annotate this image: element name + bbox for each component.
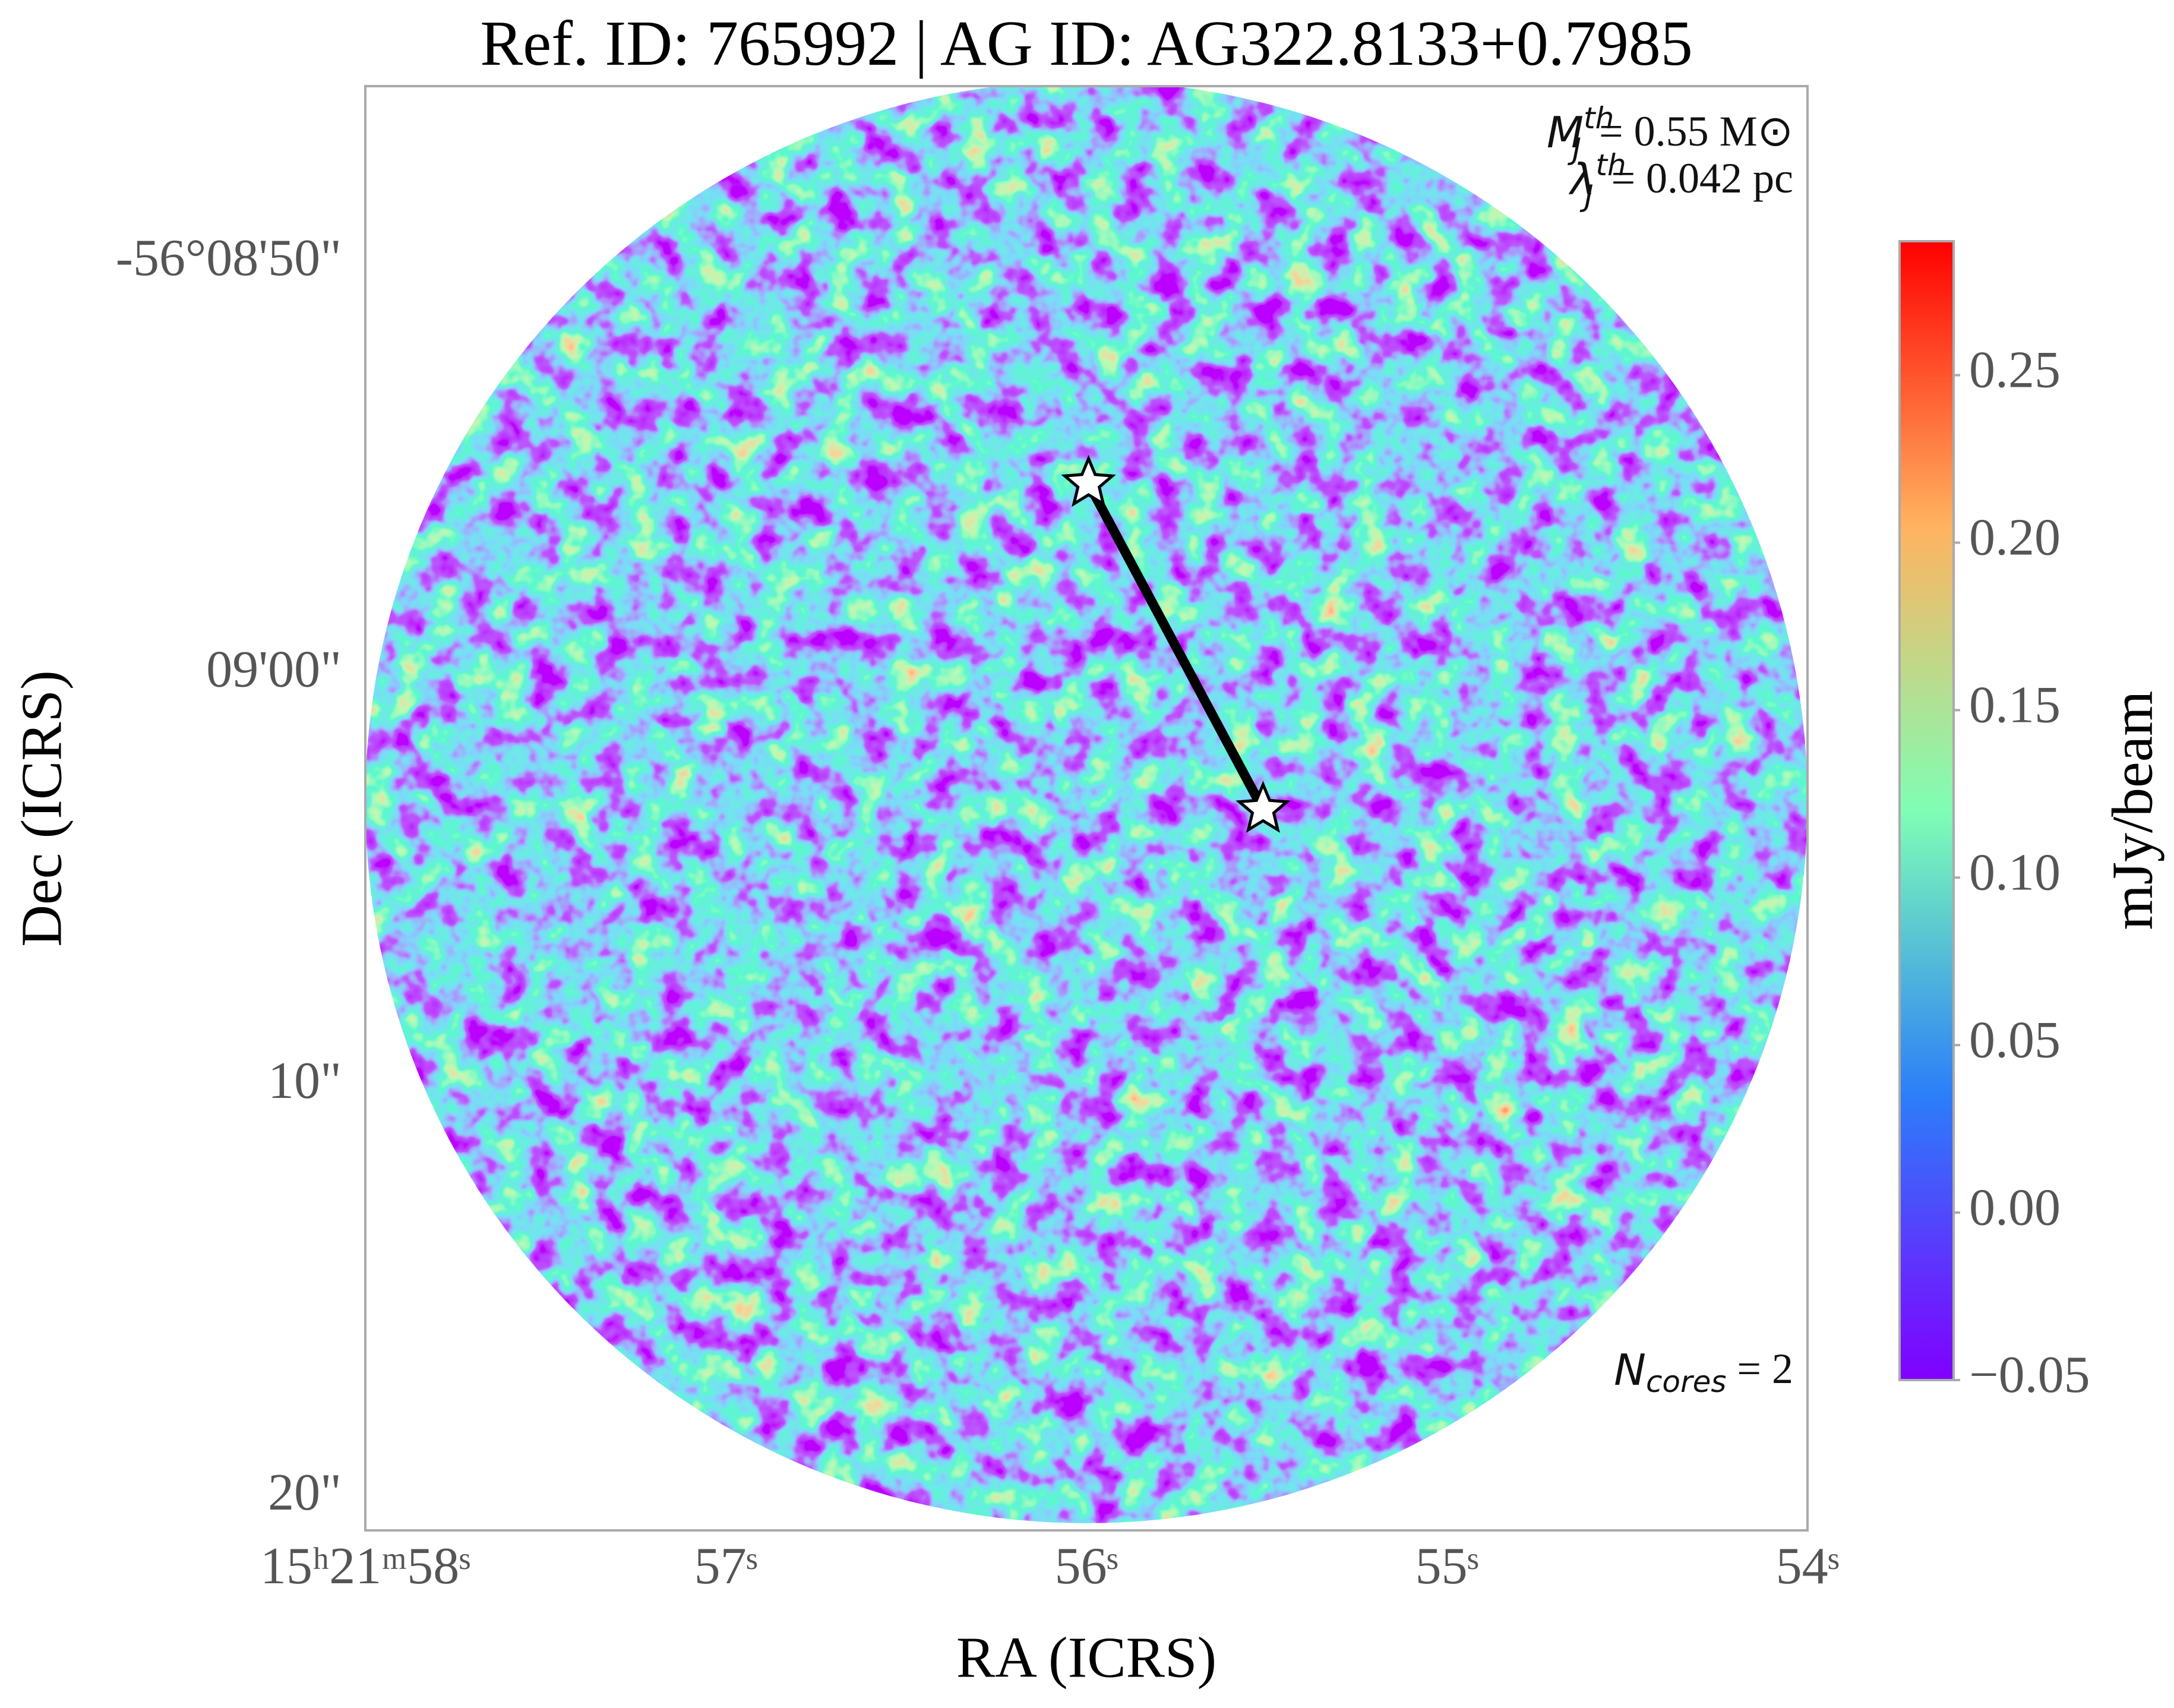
map (365, 86, 1808, 1523)
annotation-text: = 0.042 pc (1611, 154, 1793, 202)
x-tick-label: 55ˢ (1415, 1537, 1479, 1595)
emission-map (365, 86, 1808, 1523)
core-marker (1061, 454, 1116, 507)
colorbar-tick-label: 0.10 (1969, 844, 2061, 901)
annotation: Mth J = 0.55 M⊙ (1547, 101, 1793, 166)
annotation-sup: th (1584, 101, 1614, 135)
y-tick-label: -56°08'50" (116, 229, 342, 287)
annotation-symbol: M (1547, 108, 1584, 157)
chart-title: Ref. ID: 765992 | AG ID: AG322.8133+0.79… (480, 8, 1692, 79)
x-tick-label: 54ˢ (1776, 1537, 1840, 1595)
annotation-sup: th (1595, 148, 1626, 182)
colorbar (1898, 240, 1955, 1381)
annotation: Ncores = 2 (1614, 1345, 1793, 1399)
colorbar-tick-label: 0.05 (1969, 1011, 2061, 1069)
y-tick-label: 20" (268, 1464, 342, 1521)
x-tick-label: 57ˢ (694, 1537, 758, 1595)
y-axis-label: Dec (ICRS) (10, 670, 74, 946)
colorbar-tick-label: 0.20 (1969, 509, 2061, 567)
frame (364, 85, 1809, 1532)
annotation-text: = 2 (1726, 1345, 1793, 1393)
colorbar-tick-label: 0.25 (1969, 342, 2061, 399)
colorbar-tick-label: 0.00 (1969, 1179, 2061, 1236)
annotation: λth J = 0.042 pc (1568, 148, 1793, 213)
annotation-symbol: N (1614, 1345, 1646, 1395)
annotation-text: = 0.55 M⊙ (1599, 108, 1793, 155)
colorbar-tick-label: −0.05 (1969, 1346, 2090, 1404)
core-marker (1235, 781, 1291, 833)
colorbar-label: mJy/beam (2100, 691, 2164, 930)
colorbar-tick-label: 0.15 (1969, 677, 2061, 734)
y-tick-label: 10" (268, 1052, 342, 1110)
y-tick-label: 09'00" (206, 641, 342, 699)
x-axis-label: RA (ICRS) (956, 1625, 1216, 1690)
x-tick-label: 56ˢ (1055, 1537, 1118, 1595)
x-tick-label: 15ʰ21ᵐ58ˢ (260, 1537, 470, 1595)
annotation-symbol: λ (1568, 154, 1596, 204)
annotation-sub: cores (1646, 1365, 1726, 1399)
core-link (1084, 481, 1268, 812)
